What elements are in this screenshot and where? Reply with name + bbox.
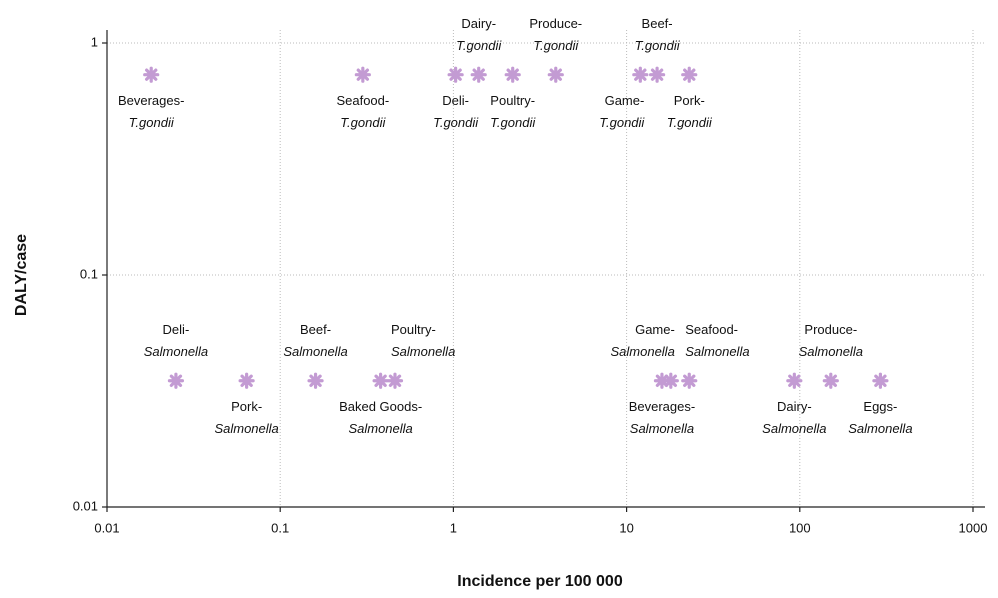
- point: [167, 372, 185, 389]
- point: [872, 372, 889, 389]
- point: [307, 372, 324, 389]
- point-label: Beverages-: [118, 93, 184, 108]
- x-tick-label: 100: [789, 520, 811, 535]
- point-label: Beverages-: [629, 399, 695, 414]
- point-label: T.gondii: [456, 38, 502, 53]
- point-label: Poultry-: [391, 322, 436, 337]
- point-label: T.gondii: [533, 38, 579, 53]
- x-tick-label: 0.1: [271, 520, 289, 535]
- point: [143, 66, 160, 83]
- point-label: T.gondii: [129, 115, 175, 130]
- y-tick-label: 0.01: [73, 498, 98, 513]
- point-label: Salmonella: [762, 421, 826, 436]
- point-label: Beef-: [300, 322, 331, 337]
- point: [632, 66, 649, 83]
- point: [354, 66, 371, 83]
- point: [547, 66, 564, 83]
- point-label: Salmonella: [283, 344, 347, 359]
- point-label: Dairy-: [461, 16, 496, 31]
- point: [372, 372, 389, 389]
- point-label: Seafood-: [336, 93, 389, 108]
- point: [648, 66, 666, 83]
- point-label: Salmonella: [144, 344, 208, 359]
- point-label: T.gondii: [599, 115, 645, 130]
- point-label: Pork-: [674, 93, 705, 108]
- x-tick-label: 0.01: [94, 520, 119, 535]
- point-label: T.gondii: [490, 115, 536, 130]
- point-label: T.gondii: [340, 115, 386, 130]
- point-label: Game-: [635, 322, 675, 337]
- point: [470, 66, 487, 83]
- point-label: Deli-: [163, 322, 190, 337]
- point-label: Deli-: [442, 93, 469, 108]
- point: [653, 372, 671, 389]
- point-label: Dairy-: [777, 399, 812, 414]
- point-label: Salmonella: [348, 421, 412, 436]
- x-tick-label: 1000: [959, 520, 988, 535]
- point-label: Pork-: [231, 399, 262, 414]
- point-label: T.gondii: [635, 38, 681, 53]
- point-label: Poultry-: [490, 93, 535, 108]
- point-label: Produce-: [804, 322, 857, 337]
- point-label: Salmonella: [630, 421, 694, 436]
- point-label: Salmonella: [799, 344, 863, 359]
- point-label: Seafood-: [685, 322, 738, 337]
- point-label: Eggs-: [863, 399, 897, 414]
- point-label: Salmonella: [391, 344, 455, 359]
- point-label: Game-: [605, 93, 645, 108]
- point: [822, 372, 839, 389]
- point: [681, 66, 698, 83]
- point-label: T.gondii: [433, 115, 479, 130]
- x-tick-label: 10: [619, 520, 633, 535]
- point: [238, 372, 255, 389]
- point: [504, 66, 521, 83]
- point: [786, 372, 803, 389]
- point-label: Salmonella: [685, 344, 749, 359]
- point: [447, 66, 464, 83]
- x-axis-title: Incidence per 100 000: [457, 573, 623, 590]
- y-tick-label: 1: [91, 34, 98, 49]
- point-label: Baked Goods-: [339, 399, 422, 414]
- point: [681, 372, 698, 389]
- point-label: Beef-: [642, 16, 673, 31]
- point: [386, 372, 404, 389]
- y-axis-title: DALY/case: [13, 234, 30, 316]
- point-label: Salmonella: [848, 421, 912, 436]
- point-label: Produce-: [529, 16, 582, 31]
- point-label: Salmonella: [610, 344, 674, 359]
- y-tick-label: 0.1: [80, 266, 98, 281]
- point-label: Salmonella: [214, 421, 278, 436]
- point: [662, 372, 679, 389]
- point-label: T.gondii: [667, 115, 713, 130]
- x-tick-label: 1: [450, 520, 457, 535]
